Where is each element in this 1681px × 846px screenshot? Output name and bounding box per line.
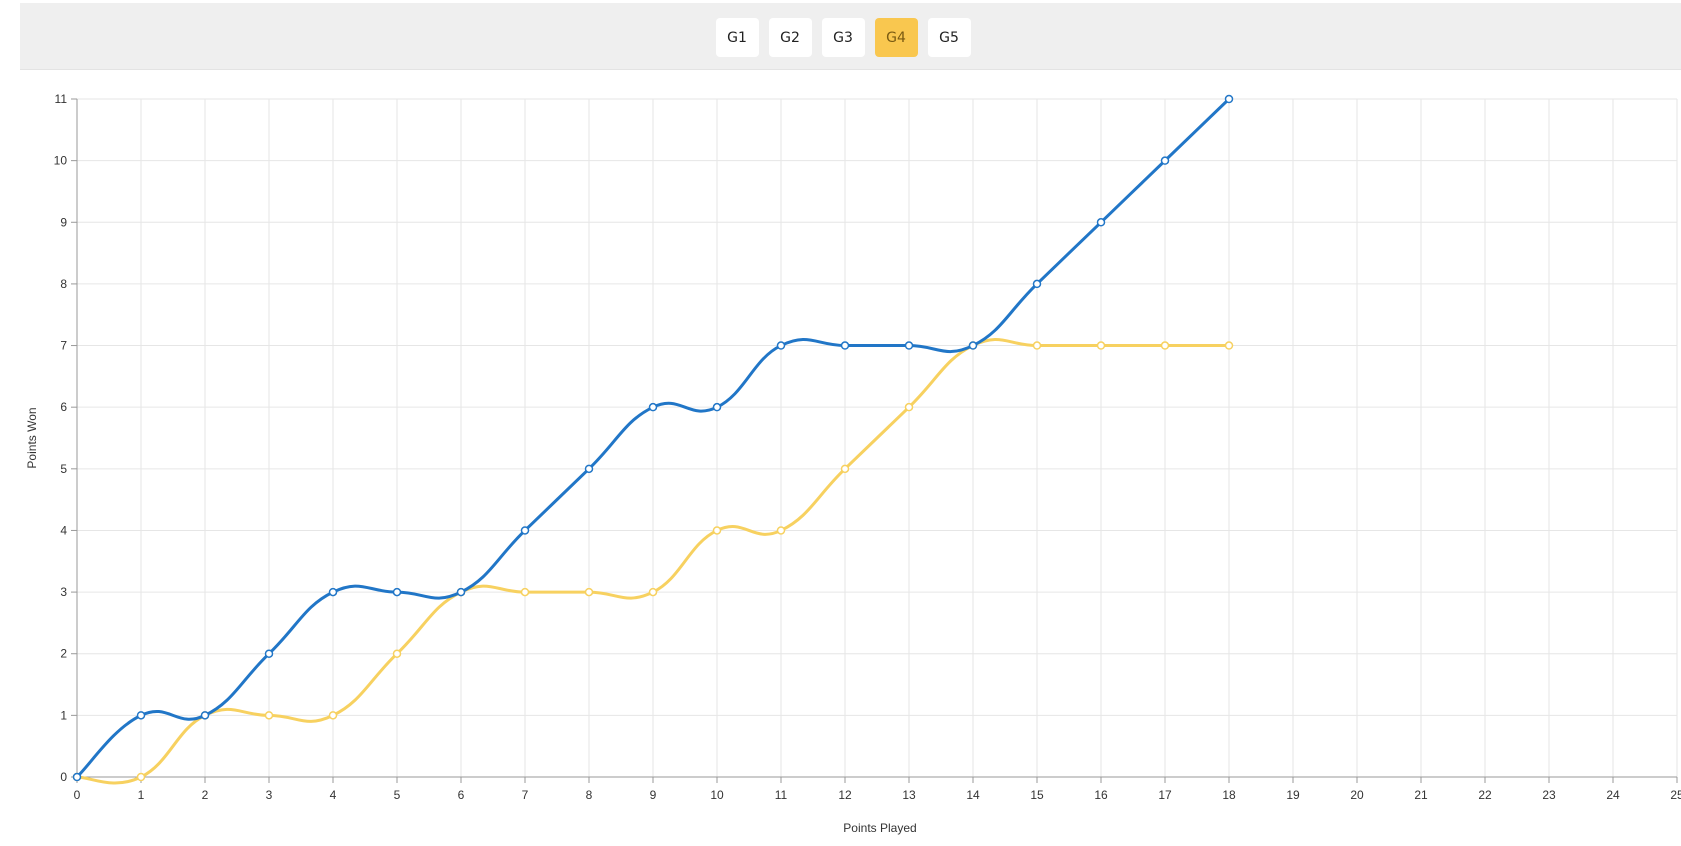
tab-g2[interactable]: G2: [768, 18, 812, 57]
x-tick-label: 19: [1286, 788, 1300, 802]
tab-g1[interactable]: G1: [715, 18, 759, 57]
x-tick-label: 12: [838, 788, 852, 802]
x-tick-label: 14: [966, 788, 980, 802]
series-0-point[interactable]: [584, 464, 594, 474]
chart-axes: [71, 98, 1678, 783]
series-1-point[interactable]: [520, 587, 530, 597]
x-axis-ticks: 0 1 2 3 4 5 6 7 8 9 10 11 12 13 14 15 16 17 18 19 20 21 22 23 24…: [74, 788, 1681, 802]
series-0-point[interactable]: [264, 649, 274, 658]
series-0-point[interactable]: [136, 711, 146, 720]
series-0-point[interactable]: [200, 711, 210, 720]
series-1-point[interactable]: [264, 711, 274, 720]
series-1-point[interactable]: [648, 587, 658, 597]
x-tick-label: 6: [458, 788, 465, 802]
x-tick-label: 20: [1350, 788, 1364, 802]
y-tick-label: 11: [55, 92, 68, 106]
series-1-point[interactable]: [328, 711, 338, 720]
series-0-point[interactable]: [648, 402, 658, 412]
x-tick-label: 9: [650, 788, 657, 802]
game-tabs: G1 G2 G3 G4 G5: [20, 18, 1681, 57]
x-tick-label: 0: [74, 788, 81, 802]
series-0-point[interactable]: [712, 402, 722, 412]
y-tick-label: 8: [60, 277, 67, 291]
x-tick-label: 3: [266, 788, 273, 802]
chart-series: [72, 94, 1234, 785]
x-tick-label: 21: [1414, 788, 1428, 802]
y-tick-label: 1: [60, 708, 67, 722]
y-tick-label: 9: [60, 215, 67, 229]
series-0-point[interactable]: [72, 772, 82, 782]
x-tick-label: 23: [1542, 788, 1556, 802]
series-1-point[interactable]: [776, 526, 786, 535]
series-0-point[interactable]: [328, 587, 338, 597]
series-1-point[interactable]: [584, 587, 594, 597]
series-1-point[interactable]: [392, 649, 402, 658]
series-1-point[interactable]: [1096, 341, 1106, 350]
y-axis-ticks: 0 1 2 3 4 5 6 7 8 9 10 11: [54, 92, 68, 784]
x-tick-label: 15: [1030, 788, 1044, 802]
series-0-point[interactable]: [904, 341, 914, 350]
x-tick-label: 18: [1222, 788, 1236, 802]
series-0-point[interactable]: [456, 587, 466, 597]
y-tick-label: 7: [60, 339, 67, 353]
y-tick-label: 3: [60, 585, 67, 599]
y-axis-title: Points Won: [25, 407, 39, 468]
tab-g4[interactable]: G4: [874, 18, 918, 57]
x-tick-label: 16: [1094, 788, 1108, 802]
x-tick-label: 22: [1478, 788, 1492, 802]
series-0-point[interactable]: [840, 341, 850, 350]
y-tick-label: 10: [54, 154, 68, 168]
series-0-point[interactable]: [392, 587, 402, 597]
series-1-point[interactable]: [840, 464, 850, 474]
series-1-point[interactable]: [1032, 341, 1042, 350]
series-1-point[interactable]: [1224, 341, 1234, 350]
x-tick-label: 13: [902, 788, 916, 802]
x-tick-label: 1: [138, 788, 145, 802]
x-tick-label: 8: [586, 788, 593, 802]
y-tick-label: 0: [60, 770, 67, 784]
x-tick-label: 2: [202, 788, 209, 802]
series-0-point[interactable]: [968, 341, 978, 350]
y-tick-label: 2: [60, 647, 67, 661]
x-tick-label: 17: [1158, 788, 1172, 802]
series-0-point[interactable]: [1160, 156, 1170, 165]
series-0-point[interactable]: [1032, 279, 1042, 289]
y-tick-label: 5: [60, 462, 67, 476]
series-0-point[interactable]: [520, 526, 530, 535]
x-tick-label: 10: [710, 788, 724, 802]
series-1-point[interactable]: [904, 402, 914, 412]
tab-g3[interactable]: G3: [821, 18, 865, 57]
series-0-point[interactable]: [1224, 94, 1234, 104]
series-1-point[interactable]: [136, 772, 146, 782]
series-0-point[interactable]: [1096, 218, 1106, 227]
y-tick-label: 4: [60, 523, 67, 537]
x-tick-label: 5: [394, 788, 401, 802]
x-tick-label: 24: [1606, 788, 1620, 802]
y-tick-label: 6: [60, 400, 67, 414]
x-tick-label: 7: [522, 788, 529, 802]
x-axis-title: Points Played: [843, 821, 916, 835]
tab-g5[interactable]: G5: [927, 18, 971, 57]
series-1-point[interactable]: [712, 526, 722, 535]
x-tick-label: 11: [775, 788, 788, 802]
series-1-point[interactable]: [1160, 341, 1170, 350]
x-tick-label: 25: [1670, 788, 1681, 802]
x-tick-label: 4: [330, 788, 337, 802]
game-selector-bar: G1 G2 G3 G4 G5: [20, 3, 1681, 70]
series-0-point[interactable]: [776, 341, 786, 350]
